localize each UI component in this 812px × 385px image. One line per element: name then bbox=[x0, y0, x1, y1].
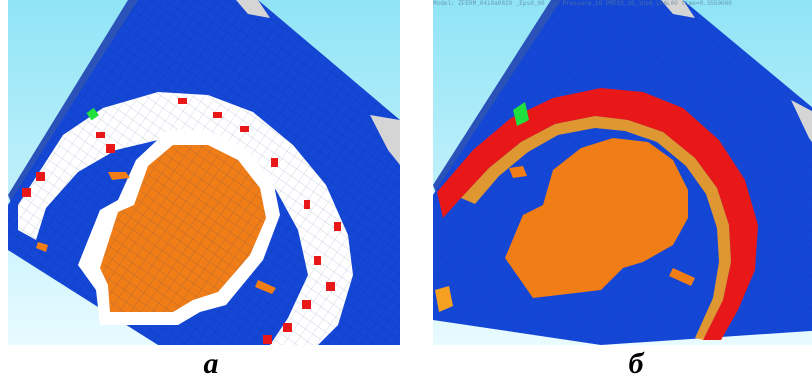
caption-b: б bbox=[628, 347, 644, 380]
connector-bottom bbox=[669, 268, 695, 286]
panel-b-header: Model: ZFERM_04i0a0820 _Eps0_00 ... Pres… bbox=[433, 0, 732, 7]
failure-band bbox=[437, 88, 758, 340]
panel-a-mesh bbox=[8, 0, 400, 345]
failure-cells bbox=[22, 98, 341, 344]
connector-top bbox=[509, 166, 527, 178]
outer-white-grid bbox=[18, 92, 353, 345]
corner-zone-right bbox=[370, 115, 400, 165]
panel-b: Model: ZFERM_04i0a0820 _Eps0_00 ... Pres… bbox=[433, 0, 812, 345]
corner-zone-right bbox=[791, 100, 812, 143]
panel-b-mesh bbox=[433, 0, 812, 345]
panel-a bbox=[8, 0, 400, 345]
corner-zone-top bbox=[661, 0, 695, 18]
connector-bottom bbox=[255, 280, 276, 294]
edge-yield-left bbox=[435, 286, 453, 312]
marker-green bbox=[513, 102, 529, 126]
marker-green bbox=[86, 107, 99, 121]
cavity bbox=[505, 138, 688, 298]
connector-left bbox=[36, 242, 48, 252]
connector-top bbox=[108, 172, 130, 180]
cavity-grid bbox=[100, 145, 266, 312]
caption-a: а bbox=[203, 347, 219, 380]
corner-zone-top bbox=[236, 0, 270, 18]
panel-a-header bbox=[8, 0, 400, 10]
